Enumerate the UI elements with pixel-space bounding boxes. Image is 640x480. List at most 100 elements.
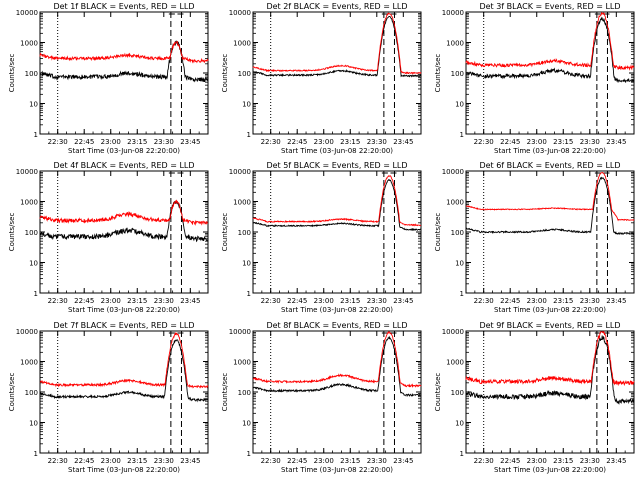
series-line-events — [465, 16, 635, 83]
x-axis-label: Start Time (03-Jun-08 22:20:00) — [281, 466, 393, 474]
x-tick-label: 22:30 — [474, 457, 494, 465]
x-tick-label: 23:45 — [180, 138, 200, 146]
y-tick-label: 10000 — [229, 168, 251, 176]
y-tick-label: 1 — [460, 290, 464, 298]
y-tick-label: 10 — [29, 420, 38, 428]
x-tick-label: 23:30 — [154, 297, 174, 305]
x-tick-label: 22:30 — [474, 138, 494, 146]
y-tick-label: 10000 — [229, 9, 251, 17]
x-tick-label: 23:45 — [606, 138, 626, 146]
y-axis-label: Counts/sec — [221, 213, 229, 252]
x-tick-label: 23:45 — [393, 457, 413, 465]
x-axis-label: Start Time (03-Jun-08 22:20:00) — [494, 466, 606, 474]
x-tick-label: 22:30 — [261, 138, 281, 146]
chart-panel-8: Det 8f BLACK = Events, RED = LLD 1 10 100 10… — [221, 321, 422, 474]
chart-panel-9: Det 9f BLACK = Events, RED = LLD 1 10 100 10… — [434, 321, 635, 474]
x-tick-label: 23:30 — [580, 297, 600, 305]
chart-title: Det 2f BLACK = Events, RED = LLD — [266, 2, 407, 11]
x-tick-label: 22:30 — [48, 297, 68, 305]
y-tick-label: 100 — [25, 389, 38, 397]
series-line-events — [39, 40, 209, 83]
series-line-lld — [252, 175, 422, 227]
x-axis-label: Start Time (03-Jun-08 22:20:00) — [494, 306, 606, 314]
series-line-lld — [39, 40, 209, 64]
y-tick-label: 10 — [455, 420, 464, 428]
x-tick-label: 23:30 — [367, 138, 387, 146]
y-tick-label: 10000 — [16, 9, 38, 17]
x-tick-label: 23:30 — [580, 457, 600, 465]
y-tick-label: 1000 — [446, 359, 464, 367]
y-axis-label: Counts/sec — [8, 373, 16, 412]
x-tick-label: 23:00 — [527, 138, 547, 146]
series-line-lld — [465, 330, 635, 387]
y-tick-label: 10 — [242, 260, 251, 268]
x-tick-label: 23:00 — [101, 138, 121, 146]
chart-title: Det 1f BLACK = Events, RED = LLD — [53, 2, 194, 11]
y-tick-label: 10000 — [229, 328, 251, 336]
y-tick-label: 10 — [455, 260, 464, 268]
x-tick-label: 23:00 — [527, 457, 547, 465]
chart-title: Det 5f BLACK = Events, RED = LLD — [266, 161, 407, 170]
series-line-events — [39, 339, 209, 403]
y-tick-label: 10000 — [442, 168, 464, 176]
y-tick-label: 1000 — [20, 199, 38, 207]
y-tick-label: 1 — [460, 450, 464, 458]
x-tick-label: 23:45 — [393, 138, 413, 146]
y-tick-label: 1 — [247, 131, 251, 139]
y-tick-label: 1 — [34, 131, 38, 139]
y-tick-label: 1000 — [233, 199, 251, 207]
y-tick-label: 10000 — [442, 328, 464, 336]
chart-panel-6: Det 6f BLACK = Events, RED = LLD 1 10 100 10… — [434, 161, 635, 314]
x-tick-label: 23:15 — [553, 138, 573, 146]
series-line-events — [465, 335, 635, 405]
x-tick-label: 23:00 — [101, 297, 121, 305]
chart-panel-1: Det 1f BLACK = Events, RED = LLD 1 10 100 10… — [8, 2, 209, 155]
y-axis-label: Counts/sec — [8, 213, 16, 252]
x-tick-label: 23:15 — [553, 297, 573, 305]
y-tick-label: 10000 — [16, 168, 38, 176]
x-axis-label: Start Time (03-Jun-08 22:20:00) — [68, 466, 180, 474]
x-tick-label: 23:30 — [367, 297, 387, 305]
y-tick-label: 100 — [238, 389, 251, 397]
y-tick-label: 100 — [25, 70, 38, 78]
series-line-lld — [465, 171, 635, 222]
x-axis-label: Start Time (03-Jun-08 22:20:00) — [494, 147, 606, 155]
y-tick-label: 100 — [451, 70, 464, 78]
x-tick-label: 22:45 — [74, 297, 94, 305]
y-tick-label: 1000 — [446, 40, 464, 48]
series-line-lld — [465, 12, 635, 71]
y-axis-label: Counts/sec — [434, 213, 442, 252]
x-axis-label: Start Time (03-Jun-08 22:20:00) — [68, 306, 180, 314]
y-tick-label: 100 — [451, 389, 464, 397]
y-axis-label: Counts/sec — [434, 54, 442, 93]
x-tick-label: 23:00 — [527, 297, 547, 305]
chart-panel-2: Det 2f BLACK = Events, RED = LLD 1 10 100 10… — [221, 2, 422, 155]
series-line-lld — [39, 199, 209, 226]
chart-title: Det 4f BLACK = Events, RED = LLD — [53, 161, 194, 170]
series-line-events — [465, 176, 635, 235]
x-tick-label: 23:00 — [314, 297, 334, 305]
y-tick-label: 100 — [451, 229, 464, 237]
x-tick-label: 22:45 — [500, 297, 520, 305]
x-tick-label: 23:30 — [580, 138, 600, 146]
y-tick-label: 1 — [34, 450, 38, 458]
x-tick-label: 22:45 — [287, 457, 307, 465]
y-tick-label: 1000 — [233, 359, 251, 367]
series-line-lld — [253, 331, 422, 388]
x-tick-label: 23:15 — [553, 457, 573, 465]
y-axis-label: Counts/sec — [221, 373, 229, 412]
x-tick-label: 22:45 — [500, 457, 520, 465]
series-line-events — [252, 15, 422, 78]
x-axis-label: Start Time (03-Jun-08 22:20:00) — [281, 306, 393, 314]
y-tick-label: 100 — [25, 229, 38, 237]
y-tick-label: 1000 — [233, 40, 251, 48]
y-tick-label: 10 — [455, 101, 464, 109]
x-tick-label: 22:30 — [474, 297, 494, 305]
x-tick-label: 23:00 — [314, 138, 334, 146]
x-axis-label: Start Time (03-Jun-08 22:20:00) — [281, 147, 393, 155]
chart-title: Det 3f BLACK = Events, RED = LLD — [479, 2, 620, 11]
x-tick-label: 23:15 — [340, 297, 360, 305]
x-tick-label: 23:00 — [101, 457, 121, 465]
y-tick-label: 1000 — [20, 359, 38, 367]
